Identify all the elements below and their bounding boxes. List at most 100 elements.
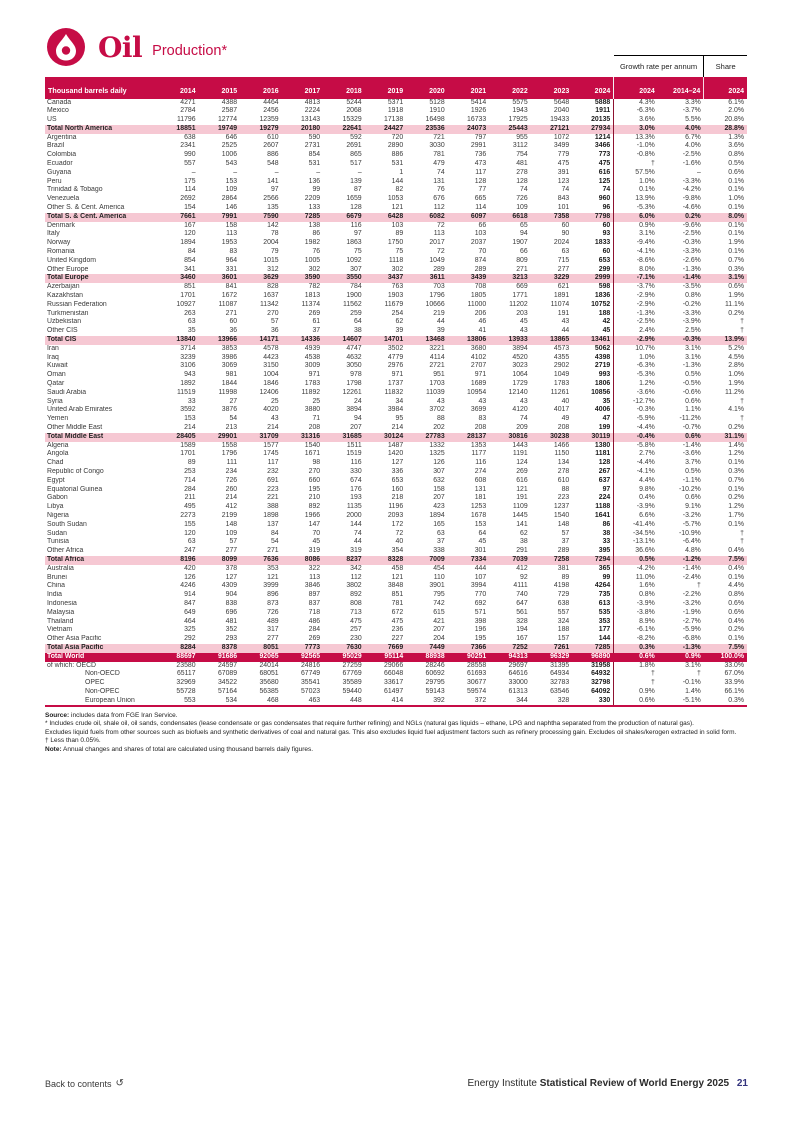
- value-cell: 1900: [346, 292, 362, 300]
- value-cell: 1678: [470, 511, 487, 519]
- value-cell: 6618: [489, 212, 531, 222]
- value-cell: 475: [557, 160, 570, 168]
- value-cell: 4198: [553, 582, 570, 590]
- value-cell: 475: [350, 617, 362, 625]
- value-cell: 1445: [512, 511, 528, 519]
- value-cell: 133: [308, 204, 321, 212]
- value-cell: 45: [572, 327, 615, 337]
- value-cell: 838: [225, 599, 238, 607]
- value-cell: 191: [557, 309, 570, 317]
- value-cell: 571: [474, 608, 487, 616]
- value-cell: 1049: [429, 256, 445, 264]
- pct-cell: 1.9%: [728, 380, 744, 387]
- value-cell: 167: [516, 635, 528, 643]
- pct-cell: 0.6%: [728, 168, 744, 176]
- pct-cell: 1.1%: [685, 406, 701, 414]
- unit-label: Thousand barrels daily: [45, 76, 158, 99]
- row-label: Oman: [47, 371, 66, 379]
- value-cell: 5062: [572, 344, 615, 354]
- value-cell: 66: [520, 248, 528, 256]
- table-row: Norway 1894 1953 2004 1982 1863 1750 2017 2037 19…: [45, 239, 747, 249]
- value-cell: 1380: [572, 441, 615, 451]
- table-row: Australia 420 378 353 322 342 458 454 444 412 381 3…: [45, 564, 747, 574]
- value-cell: 70: [478, 248, 487, 256]
- value-cell: –: [357, 168, 362, 176]
- value-cell: 531: [308, 160, 321, 168]
- value-cell: 1188: [572, 503, 615, 512]
- value-cell: 828: [267, 283, 279, 291]
- footer-publication: Energy Institute Statistical Review of W…: [468, 1078, 749, 1089]
- value-cell: 49: [561, 415, 570, 423]
- value-cell: 18851: [157, 124, 199, 134]
- value-cell: 218: [391, 494, 404, 502]
- value-cell: 16498: [425, 116, 445, 124]
- value-cell: 1898: [263, 511, 279, 519]
- value-cell: 535: [572, 608, 615, 618]
- pct-cell: -3.3%: [682, 248, 701, 256]
- year-header: 2015: [198, 76, 241, 99]
- value-cell: 3439: [447, 274, 490, 284]
- value-cell: 1420: [387, 450, 404, 458]
- pct-cell: -1.4%: [682, 564, 701, 572]
- value-cell: 3894: [512, 344, 528, 352]
- back-to-contents-link[interactable]: Back to contents ↺: [45, 1078, 124, 1089]
- value-cell: 486: [308, 617, 321, 625]
- value-cell: 278: [516, 168, 528, 176]
- value-cell: –: [316, 168, 321, 176]
- value-cell: 4520: [512, 353, 528, 361]
- value-cell: 33: [572, 538, 615, 548]
- value-cell: 2721: [429, 362, 445, 370]
- value-cell: 92: [520, 573, 528, 581]
- value-cell: 3846: [304, 582, 321, 590]
- row-label: Other CIS: [47, 327, 78, 335]
- value-cell: 117: [475, 168, 487, 176]
- table-row: US 11796 12774 12359 13143 15329 17138 16498 167…: [45, 116, 747, 125]
- pct-cell: 3.0%: [613, 124, 658, 134]
- pct-cell: -1.1%: [682, 476, 701, 484]
- value-cell: 28405: [157, 432, 199, 442]
- value-cell: 277: [225, 547, 238, 555]
- pct-cell: –: [696, 168, 701, 176]
- pct-cell: -2.7%: [682, 617, 701, 625]
- pct-cell: 0.3%: [728, 265, 744, 273]
- value-cell: 1177: [471, 450, 487, 458]
- value-cell: 1443: [512, 441, 528, 449]
- pct-cell: 1.0%: [639, 177, 655, 185]
- pct-cell: 0.1%: [728, 186, 744, 194]
- footnote-item: Excludes liquid fuels from other sources…: [45, 728, 737, 736]
- pct-cell: -10.9%: [678, 529, 701, 537]
- value-cell: 1703: [429, 380, 445, 387]
- table-row: Malaysia 649 696 726 718 713 672 615 571 561 557 53…: [45, 608, 747, 618]
- value-cell: 267: [572, 467, 615, 477]
- publication-title: Statistical Review of World Energy 2025: [539, 1078, 730, 1089]
- value-cell: 71: [312, 415, 321, 423]
- value-cell: 2890: [387, 142, 404, 150]
- value-cell: 23536: [406, 124, 448, 134]
- value-cell: 763: [391, 283, 404, 291]
- pct-cell: 33.0%: [724, 661, 744, 669]
- value-cell: 32783: [550, 679, 570, 687]
- value-cell: 3699: [470, 406, 487, 414]
- value-cell: 2607: [263, 142, 279, 150]
- row-label: Tunisia: [47, 538, 69, 546]
- row-label: US: [47, 116, 57, 124]
- table-row: Other Middle East 214 213 214 208 207 214 202 20…: [45, 423, 747, 433]
- table-row: Italy 120 113 78 86 97 89 113 103 94 90 93 3.1% -2.5%…: [45, 230, 747, 240]
- pct-cell: -2.5%: [636, 318, 655, 326]
- pct-cell: 2.7%: [639, 450, 655, 458]
- value-cell: 13806: [447, 336, 490, 345]
- pct-cell: -0.6%: [682, 388, 701, 396]
- value-cell: 4464: [263, 98, 279, 106]
- value-cell: 647: [516, 599, 528, 607]
- value-cell: 1196: [388, 503, 404, 511]
- pct-cell: -0.1%: [682, 679, 701, 687]
- pct-cell: -1.3%: [682, 265, 701, 273]
- pct-cell: 9.8%: [639, 485, 655, 493]
- value-cell: 990: [184, 151, 196, 159]
- table-row: Egypt 714 726 691 660 674 653 632 608 616 610 637 4.…: [45, 476, 747, 486]
- value-cell: 214: [225, 494, 238, 502]
- pct-cell: 0.3%: [728, 696, 744, 704]
- value-cell: 107: [474, 573, 487, 581]
- value-cell: 676: [433, 195, 445, 203]
- value-cell: 61: [312, 318, 321, 326]
